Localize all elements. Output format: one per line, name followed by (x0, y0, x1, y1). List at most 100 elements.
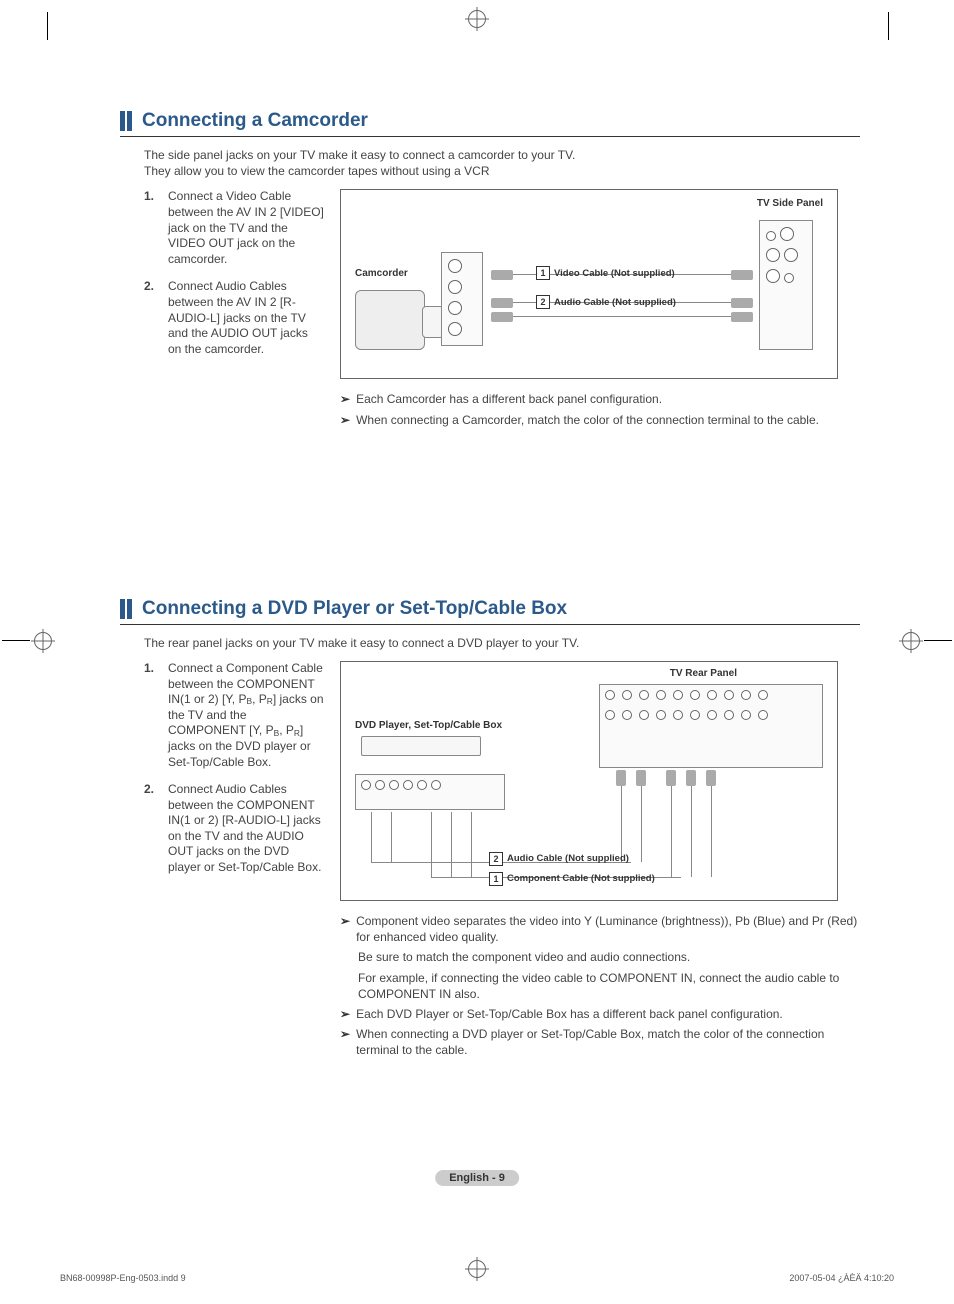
caption-number: 2 (489, 852, 503, 866)
caption-number: 2 (536, 295, 550, 309)
note-text: Each Camcorder has a different back pane… (356, 391, 662, 407)
cable-icon (671, 770, 672, 877)
cable-connector-icon (731, 298, 753, 308)
tv-panel-label: TV Rear Panel (670, 668, 737, 679)
caption-text: Video Cable (Not supplied) (554, 268, 675, 279)
crop-mark (888, 12, 889, 40)
cable-caption: 1 Component Cable (Not supplied) (489, 872, 655, 886)
step-number: 2. (144, 279, 158, 357)
page-number-pill: English - 9 (435, 1170, 519, 1186)
dvd-player-icon (361, 736, 481, 756)
cable-connector-icon (616, 770, 626, 786)
step-number: 2. (144, 782, 158, 876)
content-row: 1. Connect a Component Cable between the… (120, 661, 860, 901)
note-text: When connecting a DVD player or Set-Top/… (356, 1026, 860, 1058)
camcorder-label: Camcorder (355, 268, 408, 279)
note-arrow-icon: ➢ (340, 391, 350, 407)
registration-mark-icon (34, 632, 52, 650)
connection-diagram: TV Side Panel Camcorder (340, 189, 838, 379)
heading-accent-icon (120, 599, 132, 619)
cable-icon (691, 770, 692, 877)
note-item: ➢ When connecting a DVD player or Set-To… (340, 1026, 860, 1058)
cable-connector-icon (686, 770, 696, 786)
section-heading: Connecting a Camcorder (120, 110, 860, 137)
step-text: Connect a Video Cable between the AV IN … (168, 189, 324, 267)
note-text: Component video separates the video into… (356, 913, 860, 945)
caption-number: 1 (536, 266, 550, 280)
caption-text: Audio Cable (Not supplied) (554, 297, 676, 308)
cable-connector-icon (491, 270, 513, 280)
step-item: 1. Connect a Component Cable between the… (144, 661, 324, 770)
heading-text: Connecting a Camcorder (142, 110, 368, 132)
step-item: 2. Connect Audio Cables between the AV I… (144, 279, 324, 357)
section-heading: Connecting a DVD Player or Set-Top/Cable… (120, 598, 860, 625)
device-label: DVD Player, Set-Top/Cable Box (355, 720, 502, 731)
note-arrow-icon: ➢ (340, 1006, 350, 1022)
note-text: When connecting a Camcorder, match the c… (356, 412, 819, 428)
intro-line: The side panel jacks on your TV make it … (144, 148, 575, 162)
step-number: 1. (144, 189, 158, 267)
dvd-rear-panel-icon (355, 774, 505, 810)
camcorder-icon (355, 290, 425, 350)
cable-caption: 1 Video Cable (Not supplied) (536, 266, 675, 280)
cable-icon (451, 812, 452, 877)
connection-diagram: TV Rear Panel DVD Player, Set-Top/Cable … (340, 661, 838, 901)
crop-mark (924, 640, 952, 641)
cable-connector-icon (706, 770, 716, 786)
cable-caption: 2 Audio Cable (Not supplied) (489, 852, 629, 866)
note-subtext: For example, if connecting the video cab… (358, 970, 860, 1002)
intro-paragraph: The side panel jacks on your TV make it … (144, 147, 860, 179)
note-arrow-icon: ➢ (340, 1026, 350, 1058)
tv-panel-label: TV Side Panel (757, 198, 823, 209)
note-subtext: Be sure to match the component video and… (358, 949, 860, 965)
crop-mark (2, 640, 30, 641)
footer-filename: BN68-00998P-Eng-0503.indd 9 (60, 1273, 186, 1283)
footer-timestamp: 2007-05-04 ¿ÀÈÄ 4:10:20 (789, 1273, 894, 1283)
steps-list: 1. Connect a Video Cable between the AV … (144, 189, 324, 369)
intro-paragraph: The rear panel jacks on your TV make it … (144, 635, 860, 651)
step-text: Connect Audio Cables between the COMPONE… (168, 782, 324, 876)
registration-mark-icon (468, 10, 486, 28)
cable-caption: 2 Audio Cable (Not supplied) (536, 295, 676, 309)
section-connecting-dvd: Connecting a DVD Player or Set-Top/Cable… (120, 598, 860, 1059)
heading-accent-icon (120, 111, 132, 131)
cable-connector-icon (731, 312, 753, 322)
page-body: Connecting a Camcorder The side panel ja… (120, 110, 860, 1062)
note-item: ➢ Each DVD Player or Set-Top/Cable Box h… (340, 1006, 860, 1022)
tv-side-panel-icon (759, 220, 813, 350)
cable-connector-icon (731, 270, 753, 280)
crop-mark (47, 12, 48, 40)
tv-rear-panel-icon (599, 684, 823, 768)
section-connecting-camcorder: Connecting a Camcorder The side panel ja… (120, 110, 860, 428)
step-item: 2. Connect Audio Cables between the COMP… (144, 782, 324, 876)
cable-connector-icon (491, 312, 513, 322)
note-item: ➢ Each Camcorder has a different back pa… (340, 391, 860, 407)
cable-connector-icon (636, 770, 646, 786)
cable-connector-icon (666, 770, 676, 786)
note-item: ➢ When connecting a Camcorder, match the… (340, 412, 860, 428)
step-text: Connect Audio Cables between the AV IN 2… (168, 279, 324, 357)
note-arrow-icon: ➢ (340, 913, 350, 945)
registration-mark-icon (902, 632, 920, 650)
cable-icon (711, 770, 712, 877)
caption-text: Component Cable (Not supplied) (507, 873, 655, 884)
cable-icon (431, 812, 432, 877)
note-arrow-icon: ➢ (340, 412, 350, 428)
intro-line: They allow you to view the camcorder tap… (144, 164, 490, 178)
cable-icon (371, 812, 372, 862)
step-text: Connect a Component Cable between the CO… (168, 661, 324, 770)
registration-mark-icon (468, 1260, 486, 1278)
notes-block: ➢ Each Camcorder has a different back pa… (340, 391, 860, 427)
steps-list: 1. Connect a Component Cable between the… (144, 661, 324, 888)
note-text: Each DVD Player or Set-Top/Cable Box has… (356, 1006, 783, 1022)
cable-connector-icon (491, 298, 513, 308)
step-item: 1. Connect a Video Cable between the AV … (144, 189, 324, 267)
audio-cable-icon (513, 316, 731, 317)
cable-icon (471, 812, 472, 877)
content-row: 1. Connect a Video Cable between the AV … (120, 189, 860, 379)
caption-text: Audio Cable (Not supplied) (507, 853, 629, 864)
heading-text: Connecting a DVD Player or Set-Top/Cable… (142, 598, 567, 620)
caption-number: 1 (489, 872, 503, 886)
step-number: 1. (144, 661, 158, 770)
camcorder-jack-panel-icon (441, 252, 483, 346)
